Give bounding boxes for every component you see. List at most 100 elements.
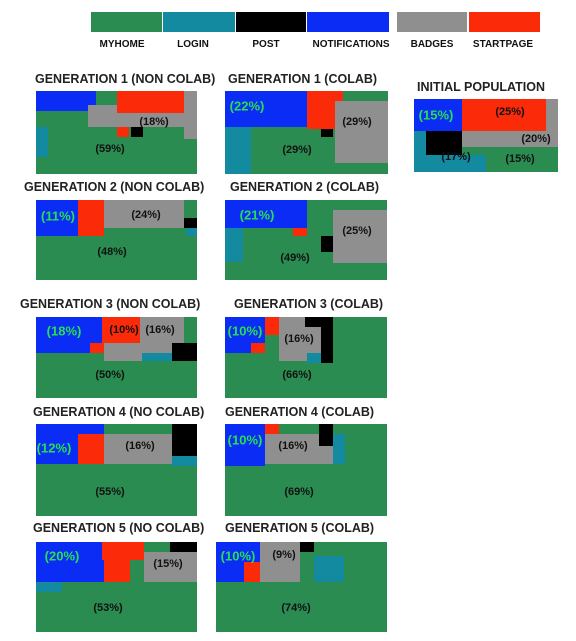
segment-login — [225, 127, 251, 174]
data-label: (66%) — [282, 369, 312, 381]
segment-badges — [128, 113, 184, 127]
segment-post — [172, 343, 197, 361]
panel-title: GENERATION 2 (COLAB) — [230, 180, 380, 194]
data-label: (22%) — [229, 98, 265, 114]
treemap-panel: (18%) (10%) (16%) (50%) — [36, 317, 197, 398]
segment-login — [307, 353, 321, 363]
panel-title: INITIAL POPULATION — [417, 80, 546, 94]
segment-badges — [184, 91, 197, 139]
segment-startpage — [78, 200, 104, 236]
segment-badges — [546, 99, 558, 131]
segment-badges — [333, 210, 387, 263]
segment-startpage — [293, 228, 307, 236]
segment-login — [36, 582, 62, 592]
data-label: (10%) — [220, 548, 256, 564]
treemap-panel: (12%) (16%) (55%) — [36, 424, 197, 516]
panel-title: GENERATION 1 (NON COLAB) — [35, 72, 216, 86]
data-label: (16%) — [145, 324, 175, 336]
data-label: (12%) — [36, 440, 72, 456]
segment-startpage — [117, 91, 184, 113]
panel-title: GENERATION 5 (COLAB) — [225, 521, 375, 535]
data-label: (15%) — [505, 153, 535, 165]
data-label: (49%) — [280, 252, 310, 264]
segment-login — [186, 228, 197, 236]
data-label: (24%) — [131, 209, 161, 221]
segment-login — [225, 228, 243, 262]
segment-notifications — [36, 91, 96, 111]
segment-login — [414, 131, 426, 172]
data-label: (10%) — [227, 323, 263, 339]
segment-post — [172, 424, 197, 456]
data-label: (11%) — [41, 208, 75, 224]
panel-title: GENERATION 1 (COLAB) — [228, 72, 378, 86]
legend-swatch-startpage — [469, 12, 540, 32]
segment-badges — [140, 317, 184, 343]
data-label: (17%) — [441, 151, 471, 163]
segment-post — [321, 236, 333, 252]
legend-swatch-notifications — [307, 12, 389, 32]
segment-startpage — [104, 560, 130, 582]
segment-startpage — [117, 127, 129, 137]
data-label: (48%) — [97, 246, 127, 258]
segment-startpage — [462, 99, 546, 131]
segment-notifications — [36, 200, 78, 236]
data-label: (10%) — [227, 432, 263, 448]
segment-startpage — [251, 343, 265, 353]
data-label: (21%) — [239, 207, 275, 223]
segment-startpage — [78, 434, 104, 464]
data-label: (20%) — [44, 548, 80, 564]
treemap-panel: (22%) (29%) (29%) — [225, 91, 388, 174]
segment-startpage — [265, 424, 279, 434]
segment-notifications — [225, 200, 307, 228]
data-label: (25%) — [342, 225, 372, 237]
treemap-panel: (15%) (25%) (20%) (17%) (15%) — [414, 99, 558, 172]
panel-title: GENERATION 4 (COLAB) — [225, 405, 375, 419]
segment-post — [300, 542, 314, 552]
panel-title: GENERATION 4 (NO COLAB) — [33, 405, 205, 419]
segment-startpage — [90, 343, 104, 353]
treemap-panel: (10%) (16%) (66%) — [225, 317, 387, 398]
data-label: (16%) — [125, 440, 155, 452]
treemap-panel: (10%) (9%) (74%) — [216, 542, 387, 632]
segment-notifications — [414, 99, 462, 131]
data-label: (15%) — [153, 558, 183, 570]
segment-startpage — [102, 317, 140, 343]
segment-login — [142, 353, 172, 361]
data-label: (55%) — [95, 486, 125, 498]
segment-post — [426, 131, 462, 155]
legend-label-notifications: NOTIFICATIONS — [312, 39, 390, 50]
segment-badges — [144, 552, 197, 582]
data-label: (16%) — [284, 333, 314, 345]
segment-post — [184, 218, 197, 228]
panel-title: GENERATION 3 (COLAB) — [234, 297, 384, 311]
treemap-panel: (20%) (15%) (53%) — [36, 542, 197, 632]
segment-post — [321, 327, 333, 363]
data-label: (10%) — [109, 324, 139, 336]
treemap-panel: (10%) (16%) (69%) — [225, 424, 387, 516]
legend-swatch-badges — [397, 12, 467, 32]
data-label: (16%) — [278, 440, 308, 452]
segment-post — [131, 127, 143, 137]
segment-badges — [335, 101, 388, 163]
legend-swatch-myhome — [91, 12, 162, 32]
panel-title: GENERATION 5 (NO COLAB) — [33, 521, 205, 535]
segment-login — [314, 556, 344, 582]
data-label: (50%) — [95, 369, 125, 381]
segment-startpage — [102, 542, 144, 560]
segment-badges — [104, 200, 184, 228]
legend-label-login: LOGIN — [177, 39, 209, 50]
segment-badges — [260, 542, 300, 582]
legend-label-startpage: STARTPAGE — [472, 39, 534, 50]
data-label: (9%) — [272, 549, 296, 561]
segment-post — [170, 542, 197, 552]
segment-login — [36, 127, 48, 157]
data-label: (29%) — [342, 116, 372, 128]
data-label: (15%) — [418, 107, 454, 123]
segment-notifications — [225, 91, 307, 127]
panel-title: GENERATION 3 (NON COLAB) — [20, 297, 201, 311]
segment-post — [305, 317, 333, 327]
data-label: (53%) — [93, 602, 123, 614]
data-label: (29%) — [282, 144, 312, 156]
segment-badges — [104, 434, 172, 464]
